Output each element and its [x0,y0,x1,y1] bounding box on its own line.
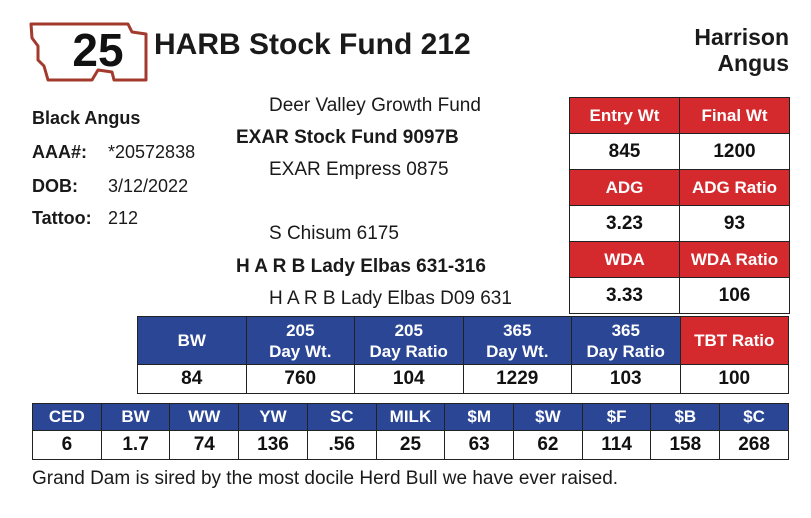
weights-header-365-day-ratio: 365 Day Ratio [571,316,681,365]
pedigree-dam-sire: S Chisum 6175 [269,223,399,244]
adg-ratio-header: ADG Ratio [679,169,790,206]
wda-value: 3.33 [569,277,680,314]
weights-value-tbt-ratio: 100 [679,364,789,394]
weights-table: BW 205 Day Wt. 205 Day Ratio 365 Day Wt. 36… [137,316,789,394]
weights-header-bw: BW [137,316,247,365]
epd-header-sc: SC [306,403,377,431]
epd-header-w: $W [513,403,583,431]
epd-value-b: 158 [650,430,721,460]
adg-value: 3.23 [569,205,680,242]
aaa-number-row: AAA#: *20572838 [32,142,195,163]
epd-header-yw: YW [238,403,308,431]
weights-value-365-day-ratio: 103 [571,364,681,394]
aaa-value: *20572838 [108,142,196,162]
wda-ratio-value: 106 [679,277,790,314]
epd-value-ced: 6 [32,430,102,460]
animal-title: HARB Stock Fund 212 [154,28,471,61]
wda-header: WDA [569,241,680,278]
lot-number: 25 [72,24,124,76]
wda-ratio-header: WDA Ratio [679,241,790,278]
entry-wt-header: Entry Wt [569,97,680,134]
final-wt-header: Final Wt [679,97,790,134]
pedigree-dam-dam: H A R B Lady Elbas D09 631 [269,288,512,309]
epd-header-f: $F [581,403,652,431]
weights-value-205-day-wt: 760 [245,364,355,394]
weights-value-205-day-ratio: 104 [354,364,464,394]
tattoo-row: Tattoo: 212 [32,208,138,229]
tattoo-value: 212 [108,208,139,228]
pedigree-dam: H A R B Lady Elbas 631-316 [236,256,486,277]
pedigree-sire-dam: EXAR Empress 0875 [269,159,449,180]
epd-value-f: 114 [581,430,652,460]
epd-header-ww: WW [169,403,240,431]
tattoo-label: Tattoo: [32,208,92,228]
final-wt-value: 1200 [679,133,790,170]
weights-header-205-day-wt: 205 Day Wt. [245,316,355,365]
epd-value-milk: 25 [375,430,446,460]
ranch-name-line1: Harrison [694,24,789,50]
entry-wt-value: 845 [569,133,680,170]
epd-header-milk: MILK [375,403,446,431]
epd-value-m: 63 [444,430,515,460]
dob-row: DOB: 3/12/2022 [32,176,188,197]
weights-header-365-day-wt: 365 Day Wt. [462,316,572,365]
weights-value-bw: 84 [137,364,247,394]
adg-ratio-value: 93 [679,205,790,242]
ranch-name: Harrison Angus [694,24,789,76]
epd-header-bw: BW [100,403,171,431]
epd-header-c: $C [719,403,789,431]
adg-header: ADG [569,169,680,206]
weights-value-365-day-wt: 1229 [462,364,572,394]
performance-table: Entry Wt Final Wt 845 1200 ADG ADG Ratio… [569,97,790,314]
weights-header-tbt-ratio: TBT Ratio [679,316,789,365]
lot-badge-state-outline-icon [29,22,148,82]
dob-label: DOB: [32,176,78,196]
epd-header-m: $M [444,403,515,431]
ranch-name-line2: Angus [717,50,789,76]
weights-header-205-day-ratio: 205 Day Ratio [354,316,464,365]
aaa-label: AAA#: [32,142,88,162]
epd-table: CED BW WW YW SC MILK $M $W $F $B $C 6 1.… [32,403,789,460]
pedigree-sire-sire: Deer Valley Growth Fund [269,95,481,116]
footnote: Grand Dam is sired by the most docile He… [32,468,619,489]
epd-header-ced: CED [32,403,102,431]
dob-value: 3/12/2022 [108,176,189,196]
epd-value-yw: 136 [238,430,308,460]
epd-header-b: $B [650,403,721,431]
epd-value-c: 268 [719,430,789,460]
breed: Black Angus [32,108,141,128]
pedigree-sire: EXAR Stock Fund 9097B [236,127,459,148]
epd-value-ww: 74 [169,430,240,460]
epd-value-sc: .56 [306,430,377,460]
epd-value-w: 62 [513,430,583,460]
epd-value-bw: 1.7 [100,430,171,460]
